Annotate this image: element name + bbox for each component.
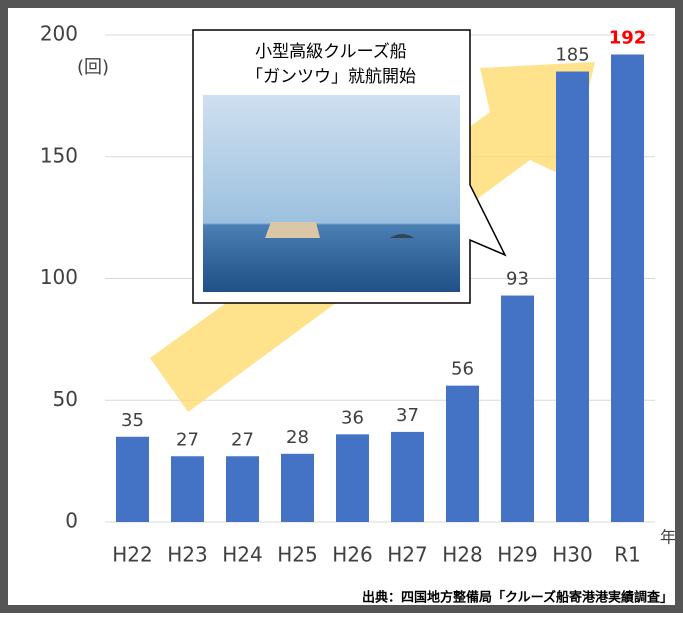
x-tick-label: H26 <box>332 543 373 567</box>
x-tick-label: R1 <box>614 543 641 567</box>
x-tick-label: H22 <box>112 543 153 567</box>
value-label: 37 <box>396 405 419 426</box>
source: 出典：四国地方整備局「クルーズ船寄港港実績調査」 <box>362 590 673 606</box>
value-label: 27 <box>176 429 199 450</box>
bar <box>556 71 589 523</box>
ship <box>265 222 320 238</box>
y-tick-label: 100 <box>40 265 78 289</box>
photo <box>203 95 460 292</box>
bar <box>391 431 424 522</box>
value-label: 93 <box>506 269 529 290</box>
x-tick-label: H24 <box>222 543 263 567</box>
value-label: 36 <box>341 407 364 428</box>
bar <box>336 434 369 522</box>
value-label: 56 <box>451 359 474 380</box>
callout-text: 「ガンツウ」就航開始 <box>246 67 416 87</box>
value-label: 192 <box>609 27 647 48</box>
bar <box>116 436 149 522</box>
bar <box>226 456 259 522</box>
y-axis-label: (回) <box>77 57 109 78</box>
x-tick-label: H28 <box>442 543 483 567</box>
y-tick-label: 0 <box>65 509 78 533</box>
callout: 小型高級クルーズ船 「ガンツウ」就航開始 <box>192 29 507 304</box>
value-label: 185 <box>555 45 589 66</box>
bar <box>171 456 204 522</box>
bar <box>501 295 534 522</box>
value-label: 27 <box>231 429 254 450</box>
x-axis-label: 年 <box>660 528 676 547</box>
bar <box>446 385 479 522</box>
bar <box>281 453 314 522</box>
bar <box>611 54 644 522</box>
x-tick-label: H25 <box>277 543 318 567</box>
value-label: 35 <box>121 410 144 431</box>
callout-text: 小型高級クルーズ船 <box>255 42 407 62</box>
x-tick-label: H29 <box>497 543 538 567</box>
island <box>390 234 414 238</box>
y-tick-label: 50 <box>53 387 78 411</box>
value-label: 28 <box>286 427 309 448</box>
x-tick-label: H27 <box>387 543 428 567</box>
y-tick-label: 200 <box>40 22 78 46</box>
x-tick-label: H23 <box>167 543 208 567</box>
x-tick-label: H30 <box>552 543 593 567</box>
y-tick-label: 150 <box>40 143 78 167</box>
